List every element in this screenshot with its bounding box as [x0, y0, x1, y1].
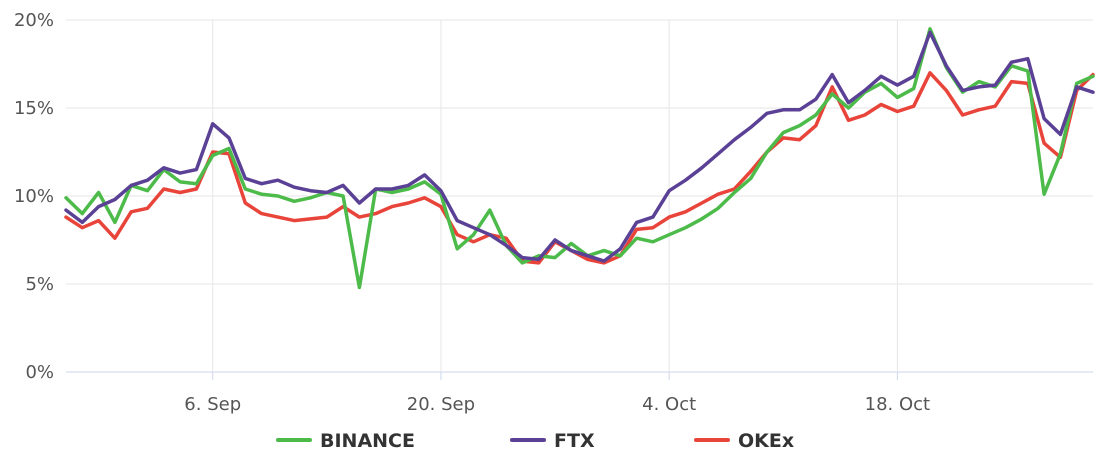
y-tick-label: 5% — [25, 274, 54, 295]
series-lines — [64, 27, 1095, 290]
series-line-okex[interactable] — [64, 71, 1095, 265]
y-tick-label: 10% — [14, 186, 54, 207]
series-line-ftx[interactable] — [64, 30, 1095, 263]
legend-label: FTX — [554, 430, 595, 452]
axes: 0% 5% 10% 15% 20% 6. Sep 20. Sep 4. Oct 18. Oct — [14, 10, 930, 415]
y-tick-label: 20% — [14, 10, 54, 31]
series-line-binance[interactable] — [64, 27, 1095, 290]
y-tick-label: 15% — [14, 98, 54, 119]
legend-item-okex[interactable]: OKEx — [694, 430, 794, 452]
x-tick-label: 4. Oct — [642, 394, 696, 415]
legend-label: OKEx — [738, 430, 794, 452]
legend-item-binance[interactable]: BINANCE — [276, 430, 415, 452]
grid — [66, 19, 1093, 373]
x-tick-label: 18. Oct — [865, 394, 930, 415]
x-tick-label: 20. Sep — [407, 394, 475, 415]
legend-label: BINANCE — [320, 430, 415, 452]
legend: BINANCE FTX OKEx — [276, 430, 794, 452]
x-tick-label: 6. Sep — [184, 394, 241, 415]
y-tick-label: 0% — [25, 362, 54, 383]
legend-item-ftx[interactable]: FTX — [510, 430, 595, 452]
